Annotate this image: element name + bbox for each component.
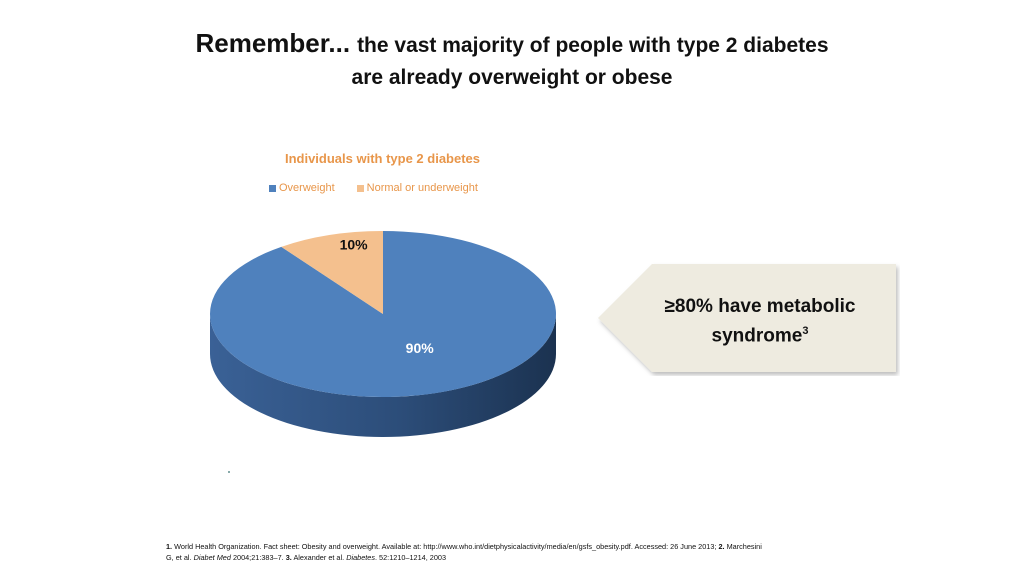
- ref-2-authors: Marchesini G, et al.: [166, 542, 762, 562]
- pie-slice-normal: [281, 231, 383, 314]
- ref-1: World Health Organization. Fact sheet: O…: [174, 542, 717, 551]
- callout-text: ≥80% have metabolic syndrome3: [640, 294, 880, 348]
- callout-superscript: 3: [802, 325, 809, 337]
- ref-number-1: 1.: [166, 542, 173, 551]
- title-lead: Remember...: [195, 28, 351, 58]
- decorative-dot: [228, 471, 230, 473]
- title-line2: are already overweight or obese: [351, 66, 673, 89]
- legend-label-normal: Normal or underweight: [366, 182, 478, 194]
- callout-box: [598, 264, 896, 372]
- legend-swatch-normal: [356, 184, 364, 192]
- legend-label-overweight: Overweight: [279, 182, 335, 194]
- pie-side-wall: [210, 314, 556, 437]
- chart-title: Individuals with type 2 diabetes: [284, 151, 481, 166]
- legend-swatch-overweight: [269, 184, 276, 192]
- ref-number-3: 3.: [285, 553, 292, 562]
- ref-3-journal: Diabetes: [346, 553, 375, 562]
- legend-item-overweight: Overweight: [269, 182, 335, 194]
- ref-number-2: 2.: [718, 542, 725, 551]
- chart-legend: Overweight Normal or underweight: [269, 182, 478, 194]
- slide-title: Remember... the vast majority of people …: [0, 26, 1024, 93]
- ref-2-rest: 2004;21:383–7.: [232, 553, 284, 562]
- footnote-references: 1. World Health Organization. Fact sheet…: [166, 541, 766, 563]
- callout-line2: syndrome: [711, 325, 803, 347]
- legend-item-normal: Normal or underweight: [356, 182, 478, 194]
- ref-3-authors: Alexander et al.: [293, 553, 345, 562]
- ref-3-rest: . 52:1210–1214, 2003: [375, 553, 447, 562]
- title-rest: the vast majority of people with type 2 …: [357, 34, 829, 57]
- data-label-normal: 10%: [340, 236, 369, 252]
- ref-2-journal: Diabet Med: [193, 553, 231, 562]
- pie-slice-overweight: [209, 231, 556, 397]
- data-label-overweight: 90%: [406, 340, 435, 356]
- callout-line1: ≥80% have metabolic: [664, 296, 856, 317]
